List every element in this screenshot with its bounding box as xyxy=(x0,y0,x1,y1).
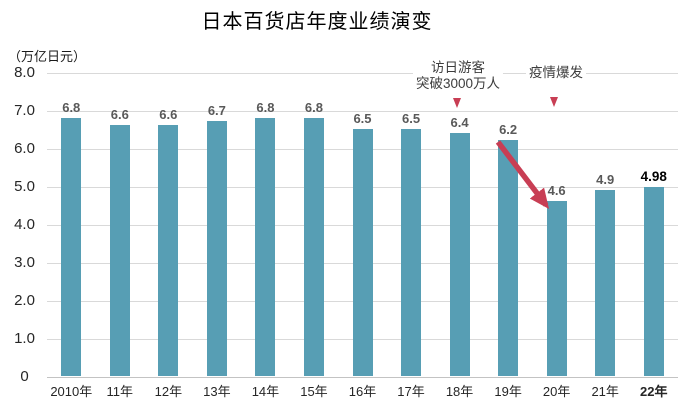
bar-value-label: 6.5 xyxy=(353,111,372,126)
bar-16年 xyxy=(352,129,373,376)
x-axis-label: 17年 xyxy=(397,384,425,399)
bar-value-label: 6.6 xyxy=(159,107,178,123)
annotation-visitors-line2: 突破3000万人 xyxy=(415,76,501,91)
y-axis-tick-label: 2.0 xyxy=(14,292,35,309)
y-axis-tick-label: 1.0 xyxy=(14,330,35,347)
x-axis-label: 20年 xyxy=(542,384,571,399)
x-axis-label: 19年 xyxy=(494,384,522,399)
y-axis: 8.0 7.0 6.0 5.0 4.0 3.0 2.0 1.0 0 xyxy=(6,64,43,385)
bar-22年 xyxy=(643,186,664,376)
bar-value-label: 4.6 xyxy=(547,183,566,199)
bar-value-label: 6.8 xyxy=(62,99,81,115)
bar-20年 xyxy=(546,201,567,376)
bar-11年 xyxy=(109,125,130,376)
bar-value-label: 6.4 xyxy=(450,114,469,130)
gridline xyxy=(47,377,678,378)
x-axis-label: 22年 xyxy=(639,384,668,399)
x-axis-label: 12年 xyxy=(154,384,183,399)
y-axis-tick-label: 4.0 xyxy=(14,216,35,233)
annotation-pandemic-line1: 疫情爆发 xyxy=(529,65,583,80)
y-axis-unit-label: （万亿日元） xyxy=(8,49,87,64)
x-axis-label: 13年 xyxy=(203,384,231,399)
gridline xyxy=(47,111,678,112)
annotation-visitors-pointer-icon xyxy=(453,98,461,108)
y-axis-tick-label: 6.0 xyxy=(14,140,35,157)
bar-15年 xyxy=(303,117,324,376)
bar-18年 xyxy=(449,132,470,376)
y-axis-tick-label: 5.0 xyxy=(14,178,35,195)
bar-12年 xyxy=(158,125,179,376)
x-axis-label: 16年 xyxy=(348,384,377,399)
chart-title: 日本百货店年度业绩演变 xyxy=(201,11,433,33)
annotation-visitors-line1: 访日游客 xyxy=(430,60,485,75)
annotation-pandemic-pointer-icon xyxy=(550,97,558,107)
x-axis-label: 15年 xyxy=(300,384,328,399)
x-axis-label: 18年 xyxy=(445,384,474,399)
bar-value-label: 6.8 xyxy=(304,99,323,115)
y-axis-tick-label: 0 xyxy=(20,368,29,385)
annotation-pandemic: 疫情爆发 xyxy=(526,64,586,82)
bar-17年 xyxy=(401,129,422,376)
bar-14年 xyxy=(255,117,276,376)
bar-13年 xyxy=(206,121,227,376)
bar-2010年 xyxy=(61,117,82,376)
y-axis-tick-label: 7.0 xyxy=(14,102,35,119)
bar-value-label: 6.8 xyxy=(256,99,275,115)
bar-19年 xyxy=(498,140,519,376)
bar-value-label: 6.7 xyxy=(207,103,226,119)
x-axis-label: 11年 xyxy=(106,384,134,399)
x-axis-label: 14年 xyxy=(251,384,280,399)
y-axis-tick-label: 3.0 xyxy=(14,254,35,271)
plot-area: 6.8 2010年 6.6 11年 6.6 12年 6.7 13年 6.8 14年 6.8 15年 6.… xyxy=(47,73,678,399)
bar-21年 xyxy=(595,189,616,376)
bar-value-label: 6.5 xyxy=(401,111,421,126)
x-axis-label: 21年 xyxy=(591,384,619,399)
x-axis-label: 2010年 xyxy=(50,384,93,399)
bar-value-label: 4.9 xyxy=(596,171,615,187)
y-axis-tick-label: 8.0 xyxy=(14,64,35,81)
bar-value-label: 6.2 xyxy=(499,122,518,138)
gridline xyxy=(47,73,678,74)
annotation-visitors: 访日游客 突破3000万人 xyxy=(412,59,504,93)
bar-value-label: 4.98 xyxy=(640,168,667,184)
bar-value-label: 6.6 xyxy=(110,107,129,123)
